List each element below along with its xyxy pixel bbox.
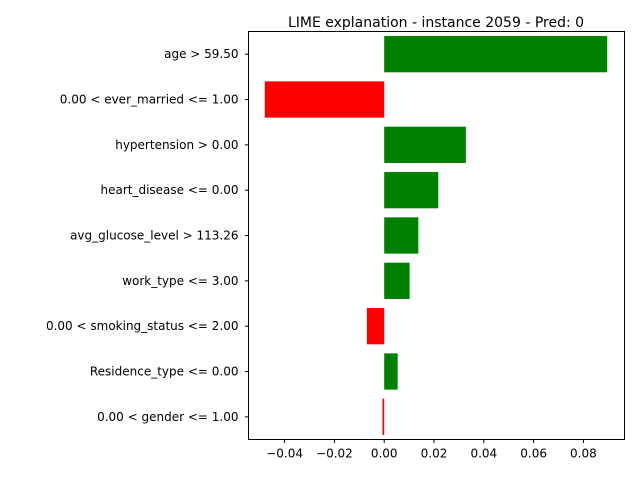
y-tick-label: 0.00 < gender <= 1.00 (97, 410, 238, 424)
bar-2 (264, 81, 385, 118)
y-tick-label: work_type <= 3.00 (122, 274, 238, 288)
bar-8 (384, 353, 398, 390)
bar-3 (384, 126, 466, 163)
bar-9 (382, 398, 385, 435)
bar-5 (384, 217, 419, 254)
y-tick-label: hypertension > 0.00 (115, 138, 238, 152)
x-ticks: −0.04 −0.02 0.00 0.02 0.04 0.06 0.08 (266, 439, 597, 461)
bar-7 (366, 308, 385, 345)
chart-title: LIME explanation - instance 2059 - Pred:… (288, 15, 584, 31)
y-tick-label: avg_glucose_level > 113.26 (70, 229, 238, 243)
y-tick-label: age > 59.50 (164, 47, 238, 61)
x-tick-label: 0.06 (520, 447, 547, 461)
bar-4 (384, 172, 439, 209)
y-tick-labels: age > 59.50 0.00 < ever_married <= 1.00 hy… (46, 47, 249, 424)
y-tick-label: 0.00 < smoking_status <= 2.00 (46, 319, 239, 333)
plot-frame (248, 31, 625, 440)
bars-group (264, 36, 608, 435)
x-tick-label: 0.04 (470, 447, 497, 461)
x-tick-label: 0.02 (421, 447, 448, 461)
bar-6 (384, 262, 410, 299)
x-tick-label: −0.04 (266, 447, 303, 461)
y-tick-label: heart_disease <= 0.00 (100, 183, 238, 197)
bar-1 (384, 36, 608, 73)
x-tick-label: 0.00 (371, 447, 398, 461)
y-tick-label: 0.00 < ever_married <= 1.00 (60, 93, 239, 107)
y-tick-label: Residence_type <= 0.00 (90, 365, 239, 379)
x-tick-label: 0.08 (570, 447, 597, 461)
x-tick-label: −0.02 (316, 447, 353, 461)
